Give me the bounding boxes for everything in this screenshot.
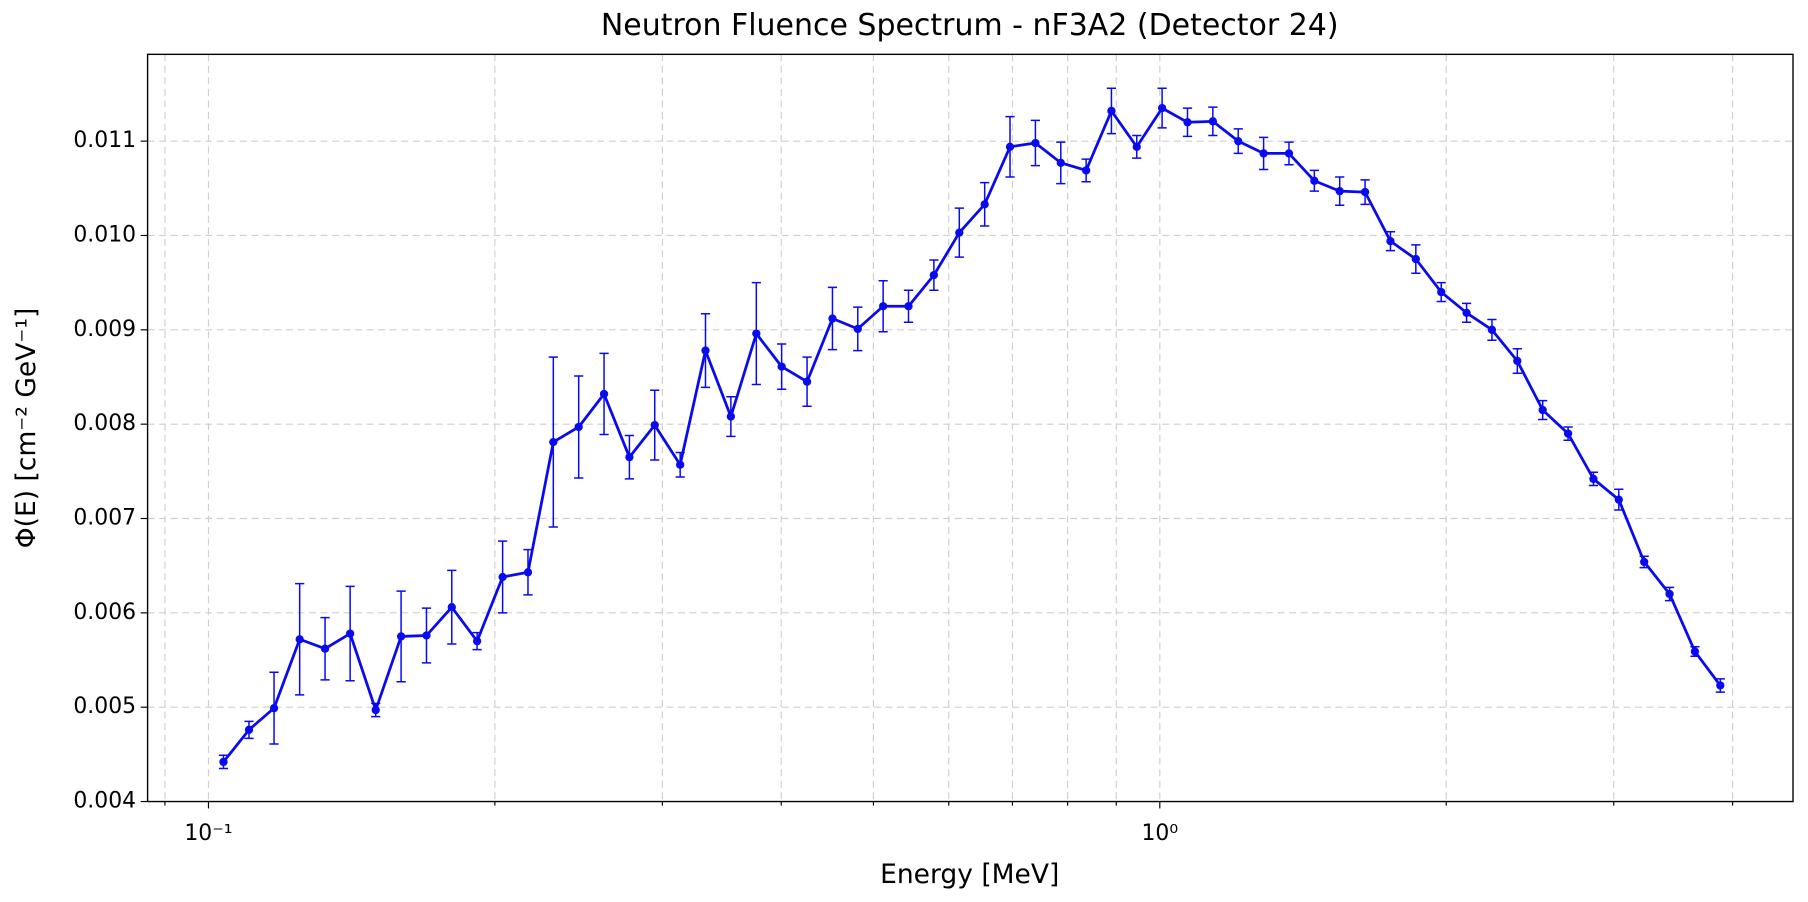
data-point bbox=[904, 302, 913, 311]
data-point bbox=[777, 362, 786, 371]
data-point bbox=[1411, 254, 1420, 264]
data-point bbox=[574, 422, 583, 432]
data-point bbox=[1335, 186, 1344, 196]
data-point bbox=[345, 629, 355, 638]
data-point bbox=[955, 228, 964, 237]
data-point bbox=[1081, 166, 1091, 175]
data-line bbox=[222, 106, 1722, 763]
data-point bbox=[422, 631, 431, 640]
y-tick-label: 0.011 bbox=[73, 128, 136, 153]
data-point bbox=[1589, 474, 1598, 484]
data-point bbox=[371, 705, 380, 715]
data-point bbox=[447, 603, 456, 612]
data-point bbox=[980, 200, 989, 209]
data-point bbox=[1614, 495, 1623, 504]
data-point bbox=[1284, 149, 1294, 158]
chart-title: Neutron Fluence Spectrum - nF3A2 (Detect… bbox=[601, 8, 1339, 43]
y-tick-label: 0.005 bbox=[73, 694, 136, 719]
x-tick-label: 10⁻¹ bbox=[184, 821, 232, 846]
data-point bbox=[802, 377, 812, 386]
data-point bbox=[676, 460, 685, 469]
data-point bbox=[1437, 287, 1446, 297]
data-point bbox=[701, 346, 710, 355]
data-point bbox=[1513, 356, 1522, 366]
data-point bbox=[1640, 557, 1649, 567]
data-point bbox=[1031, 138, 1040, 148]
plot-frame bbox=[146, 53, 1794, 803]
data-point bbox=[1056, 158, 1065, 167]
data-point bbox=[1386, 236, 1395, 246]
data-point bbox=[752, 329, 761, 338]
data-point bbox=[1005, 142, 1015, 151]
y-tick-label: 0.010 bbox=[73, 222, 136, 247]
data-point bbox=[523, 568, 533, 577]
y-tick-label: 0.009 bbox=[73, 317, 136, 342]
data-point bbox=[219, 757, 228, 767]
data-point bbox=[1259, 149, 1268, 158]
data-point bbox=[1157, 103, 1167, 113]
data-point bbox=[244, 725, 254, 734]
data-point bbox=[599, 389, 609, 399]
data-point bbox=[472, 636, 482, 646]
y-tick-label: 0.006 bbox=[73, 600, 136, 625]
data-point bbox=[625, 453, 634, 462]
data-point bbox=[320, 644, 330, 653]
data-point bbox=[1183, 118, 1192, 127]
data-point bbox=[498, 572, 507, 582]
data-point bbox=[726, 412, 736, 421]
data-point bbox=[878, 302, 888, 311]
data-point bbox=[1665, 589, 1674, 599]
data-point bbox=[1538, 405, 1547, 415]
data-point bbox=[929, 270, 939, 280]
data-point bbox=[853, 324, 862, 334]
data-point bbox=[1132, 142, 1141, 151]
data-point bbox=[1310, 176, 1319, 185]
data-point bbox=[1716, 681, 1725, 690]
data-point bbox=[295, 635, 304, 644]
data-point bbox=[1360, 187, 1370, 197]
data-point bbox=[650, 420, 659, 430]
data-point bbox=[269, 703, 279, 713]
data-point bbox=[1107, 106, 1116, 116]
y-tick-label: 0.007 bbox=[73, 506, 136, 531]
data-point bbox=[1690, 647, 1700, 656]
x-axis-label: Energy [MeV] bbox=[880, 859, 1059, 890]
data-point bbox=[1208, 117, 1218, 126]
x-tick-label: 10⁰ bbox=[1141, 821, 1178, 846]
y-tick-label: 0.004 bbox=[73, 789, 136, 814]
data-point bbox=[1462, 308, 1471, 317]
data-point bbox=[549, 437, 558, 447]
data-point bbox=[1563, 429, 1573, 438]
y-tick-label: 0.008 bbox=[73, 411, 136, 436]
data-point bbox=[1234, 136, 1243, 146]
y-axis-label: Φ(E) [cm⁻² GeV⁻¹] bbox=[11, 308, 42, 549]
data-point bbox=[828, 314, 837, 323]
data-point bbox=[396, 632, 406, 641]
data-point bbox=[1487, 325, 1497, 334]
